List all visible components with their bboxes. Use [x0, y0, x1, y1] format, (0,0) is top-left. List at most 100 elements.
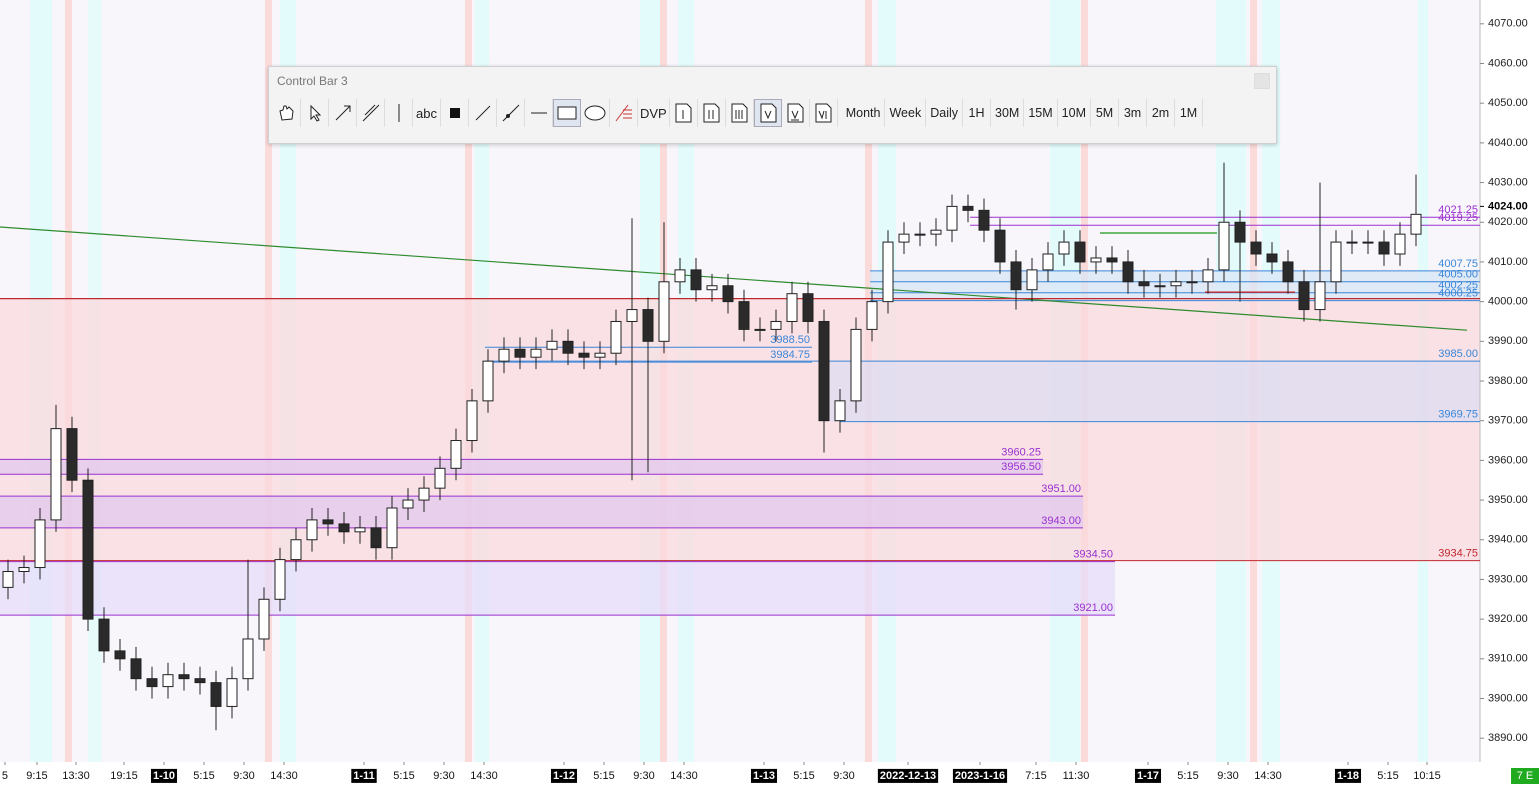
candle-body: [1122, 261, 1134, 283]
multiline-tool[interactable]: [357, 99, 385, 127]
timeframe-row: Month Week Daily 1H 30M 15M 10M 5M 3m 2m 1M: [842, 99, 1203, 127]
doc-tool[interactable]: [810, 99, 838, 127]
timeframe-button[interactable]: 15M: [1024, 99, 1058, 127]
doc-tool[interactable]: [726, 99, 754, 127]
text-tool[interactable]: abc: [413, 99, 441, 127]
y-axis-area: [1480, 0, 1539, 790]
x-tick-label: 2022-12-13: [880, 770, 936, 782]
pan-tool[interactable]: [273, 99, 301, 127]
candle-body: [210, 682, 222, 707]
level-label: 3921.00: [1073, 602, 1113, 614]
ray-tool[interactable]: [497, 99, 525, 127]
candle-body: [546, 340, 558, 350]
doc-tool[interactable]: [670, 99, 698, 127]
x-tick-label: 2023-1-16: [955, 770, 1005, 782]
candle-body: [1410, 213, 1422, 235]
candle-body: [418, 487, 430, 501]
ellipse-tool[interactable]: [581, 99, 610, 127]
arrow-tool[interactable]: [329, 99, 357, 127]
timeframe-button[interactable]: 1H: [963, 99, 992, 127]
candle-body: [1314, 281, 1326, 311]
candle-body: [594, 352, 606, 358]
candle-body: [818, 320, 830, 422]
toolbar-title: Control Bar 3: [277, 74, 348, 88]
vline-tool[interactable]: [385, 99, 413, 127]
candle-body: [1090, 257, 1102, 263]
candle-body: [162, 674, 174, 688]
candle-body: [1154, 285, 1166, 288]
fib-tool[interactable]: [610, 99, 638, 127]
timeframe-button[interactable]: 5M: [1091, 99, 1119, 127]
x-tick-label: 5:15: [393, 770, 414, 782]
level-label: 3934.50: [1073, 548, 1113, 560]
doc-tool[interactable]: [698, 99, 726, 127]
x-tick-label: 9:30: [833, 770, 854, 782]
timeframe-button[interactable]: 30M: [991, 99, 1025, 127]
timeframe-button[interactable]: Daily: [926, 99, 964, 127]
timeframe-button[interactable]: Month: [842, 99, 886, 127]
pointer-tool[interactable]: [301, 99, 329, 127]
x-tick-label: 14:30: [270, 770, 298, 782]
candle-body: [498, 348, 510, 362]
candle-body: [946, 205, 958, 231]
rect-fill-tool[interactable]: [441, 99, 469, 127]
rectangle-tool[interactable]: [553, 99, 581, 127]
candle-body: [82, 479, 94, 620]
dvp-button[interactable]: DVP: [638, 99, 670, 127]
x-tick-highlight: [952, 768, 1008, 783]
y-tick-label: 4010.00: [1488, 256, 1528, 268]
hline-tool[interactable]: [525, 99, 553, 127]
x-tick-label: 1-11: [353, 770, 374, 782]
level-label: 4021.25: [1438, 204, 1478, 216]
doc-tool[interactable]: [753, 99, 782, 127]
candle-body: [130, 658, 142, 680]
level-label: 3960.25: [1001, 446, 1041, 458]
timeframe-button[interactable]: 1M: [1175, 99, 1203, 127]
candle-body: [914, 233, 926, 236]
candle-body: [1106, 257, 1118, 263]
close-button[interactable]: [1254, 73, 1270, 89]
candle-body: [1282, 261, 1294, 283]
candle-body: [114, 650, 126, 660]
candle-body: [1010, 261, 1022, 291]
level-label: 3934.75: [1438, 547, 1478, 559]
candle-body: [626, 309, 638, 322]
y-tick-label: 3890.00: [1488, 732, 1528, 744]
zone: [0, 561, 1116, 616]
candle-body: [482, 360, 494, 402]
candle-body: [850, 328, 862, 402]
candle-body: [1330, 241, 1342, 283]
x-tick-highlight: [351, 768, 377, 783]
level-label: 4007.75: [1438, 258, 1478, 270]
x-tick-label: 14:30: [670, 770, 698, 782]
x-tick-highlight: [750, 768, 778, 783]
candle-body: [898, 233, 910, 243]
x-tick-highlight: [550, 768, 578, 783]
candle-body: [1170, 281, 1182, 287]
candle-body: [434, 467, 446, 489]
candle-body: [34, 519, 46, 569]
candle-body: [722, 285, 734, 303]
candle-body: [146, 678, 158, 688]
x-tick-label: 1-18: [1337, 770, 1359, 782]
y-tick-label: 3980.00: [1488, 375, 1528, 387]
x-tick-label: 9:30: [433, 770, 454, 782]
timeframe-button[interactable]: 3m: [1119, 99, 1147, 127]
candle-body: [1026, 269, 1038, 291]
timeframe-button[interactable]: 10M: [1058, 99, 1091, 127]
candle-body: [18, 567, 30, 572]
x-tick-label: 5:15: [593, 770, 614, 782]
doc-tool[interactable]: [782, 99, 810, 127]
candle-body: [226, 678, 238, 707]
timeframe-button[interactable]: Week: [885, 99, 927, 127]
candle-body: [1218, 221, 1230, 271]
timeframe-button[interactable]: 2m: [1147, 99, 1175, 127]
y-tick-label: 4030.00: [1488, 176, 1528, 188]
x-tick-label: 5:15: [193, 770, 214, 782]
segment-tool[interactable]: [469, 99, 497, 127]
x-tick-label: 7:15: [1025, 770, 1046, 782]
x-tick-label: 14:30: [1254, 770, 1282, 782]
x-tick-label: 10:15: [1413, 770, 1441, 782]
y-tick-label: 3990.00: [1488, 335, 1528, 347]
